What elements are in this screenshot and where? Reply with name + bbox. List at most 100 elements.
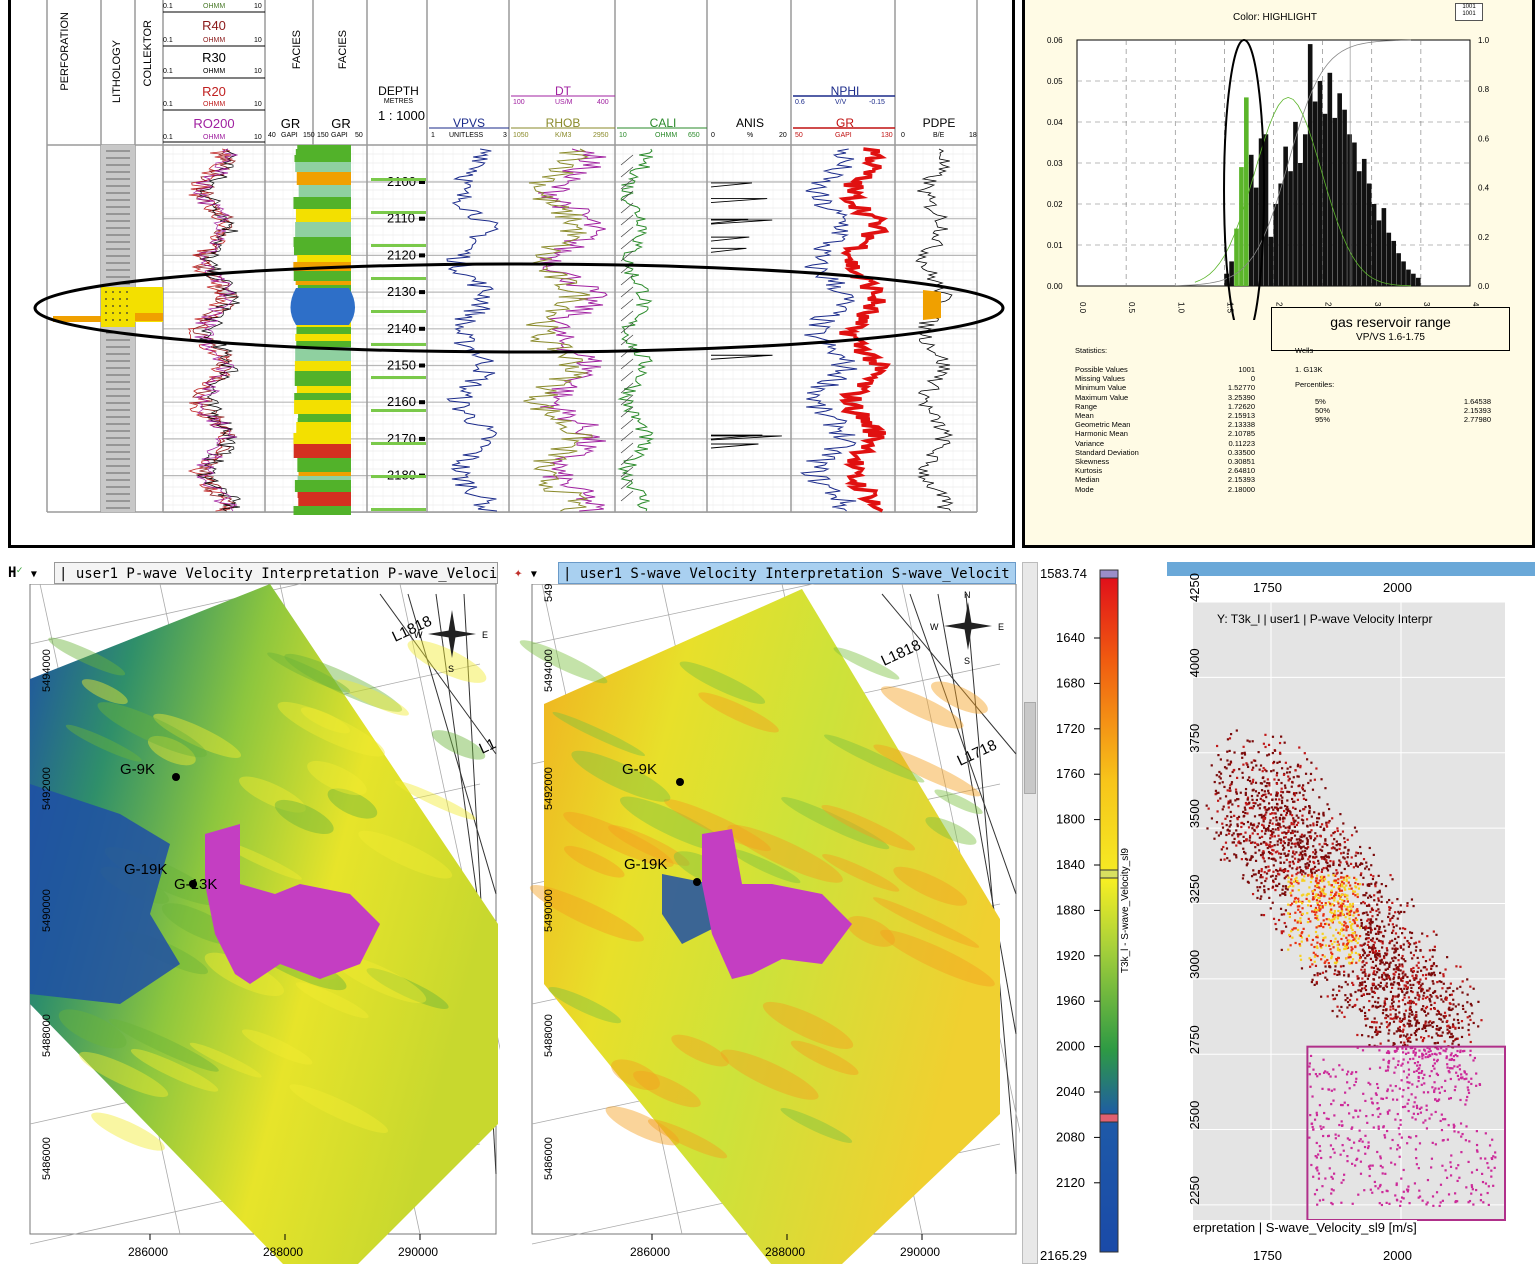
- surface-texture: [720, 1049, 819, 1100]
- anis-spike: [710, 435, 782, 441]
- scatter-point-selected: [1475, 1188, 1478, 1192]
- scatter-point: [1230, 782, 1233, 786]
- scatter-point: [1296, 798, 1299, 801]
- colorbar: 1640168017201760180018401880192019602000…: [1056, 569, 1119, 1253]
- scatter-point: [1450, 993, 1453, 996]
- scatter-point: [1469, 1018, 1472, 1022]
- scatter-point: [1365, 891, 1368, 895]
- hist-y-tick: 0.06: [1047, 36, 1063, 45]
- surface-texture: [267, 652, 351, 693]
- facies1-band: [295, 162, 333, 172]
- scatter-point: [1437, 1010, 1441, 1014]
- scatter-point: [1320, 901, 1323, 905]
- scatter-point: [1332, 914, 1336, 917]
- scatter-point: [1354, 936, 1357, 939]
- scatter-point: [1225, 823, 1228, 827]
- scatter-point: [1275, 816, 1278, 819]
- scatter-point: [1326, 958, 1329, 962]
- scatter-point: [1301, 854, 1304, 857]
- scatter-point: [1398, 1020, 1401, 1023]
- scatter-point: [1412, 1057, 1415, 1060]
- scatter-point: [1334, 874, 1337, 878]
- sand-dot: [112, 291, 114, 293]
- scatter-point: [1232, 841, 1235, 844]
- scatter-point: [1380, 931, 1383, 934]
- scatter-point: [1342, 851, 1345, 854]
- scatter-point: [1339, 897, 1342, 900]
- scatter-point-selected: [1449, 1161, 1452, 1164]
- scatter-point-selected: [1394, 1118, 1397, 1121]
- scatter-point: [1363, 902, 1366, 905]
- scatter-point: [1302, 794, 1305, 797]
- p-wave-tab-title-box[interactable]: | user1 P-wave Velocity Interpretation P…: [54, 562, 498, 584]
- scatter-point: [1297, 843, 1300, 846]
- s-wave-tab-title-box[interactable]: | user1 S-wave Velocity Interpretation S…: [558, 562, 1016, 584]
- scatter-point: [1327, 807, 1331, 811]
- corner-value-box[interactable]: 1001 1001: [1455, 3, 1483, 21]
- scatter-point: [1454, 1053, 1457, 1057]
- depth-tick-mark: [419, 180, 425, 184]
- scatter-point: [1308, 805, 1311, 808]
- scatter-point: [1269, 875, 1273, 878]
- scatter-point: [1281, 844, 1285, 847]
- scatter-point: [1267, 828, 1270, 831]
- scatter-point: [1383, 956, 1386, 960]
- scatter-point-selected: [1445, 1176, 1449, 1179]
- scatter-point: [1431, 964, 1434, 967]
- scatter-point-selected: [1319, 1149, 1322, 1152]
- scatter-point: [1276, 850, 1279, 853]
- stat-value: 2.18000: [1227, 484, 1255, 494]
- scatter-point: [1293, 853, 1296, 856]
- scatter-point: [1306, 921, 1309, 924]
- surface-texture: [873, 897, 980, 948]
- scrollbar-thumb[interactable]: [1024, 702, 1036, 794]
- dropdown-arrow-icon[interactable]: ▼: [30, 569, 37, 580]
- scatter-point: [1401, 963, 1404, 966]
- scatter-point: [1446, 1019, 1449, 1023]
- scatter-point: [1433, 1090, 1436, 1094]
- scatter-point: [1442, 973, 1445, 976]
- scatter-point: [1301, 902, 1304, 905]
- facies1-band: [295, 149, 333, 155]
- scatter-point: [1252, 766, 1255, 769]
- crossplot-tab-bar[interactable]: [1167, 562, 1535, 576]
- scatter-point: [1338, 971, 1341, 974]
- cali-hatch: [620, 154, 634, 166]
- s-wave-tab-bar[interactable]: ✦ ▼: [510, 562, 558, 584]
- scatter-point: [1407, 942, 1410, 945]
- scatter-point: [1403, 987, 1406, 990]
- facies1-band: [297, 255, 331, 262]
- compass-w: W: [930, 622, 939, 632]
- depth-green-bar: [371, 409, 426, 412]
- scatter-point: [1331, 842, 1334, 845]
- horizon-icon[interactable]: H: [8, 565, 17, 581]
- scatter-point: [1278, 882, 1281, 885]
- scatter-point: [1257, 822, 1260, 825]
- dropdown-arrow-icon-2[interactable]: ▼: [530, 569, 537, 580]
- scatter-point: [1336, 960, 1339, 963]
- cross-plot-icon[interactable]: ✦: [514, 565, 523, 581]
- scatter-point: [1450, 1033, 1453, 1036]
- compass-n: N: [964, 590, 971, 600]
- facies2-band: [329, 327, 351, 334]
- scatter-point: [1365, 926, 1369, 930]
- scatter-point: [1374, 987, 1377, 990]
- scatter-point: [1316, 946, 1319, 950]
- scatter-point: [1327, 821, 1330, 824]
- scatter-point-selected: [1347, 1070, 1350, 1073]
- surface-texture: [431, 730, 486, 760]
- scatter-point: [1252, 759, 1256, 762]
- scatter-point: [1394, 950, 1397, 953]
- scatter-point: [1380, 1022, 1383, 1025]
- scatter-point: [1236, 825, 1239, 828]
- scatter-point: [1347, 956, 1350, 959]
- scatter-point: [1356, 941, 1359, 945]
- res-min-4: 0.1: [163, 101, 173, 108]
- scatter-point-selected: [1414, 1148, 1418, 1151]
- p-wave-tab-bar[interactable]: H✓ ▼: [4, 562, 498, 584]
- scatter-point-selected: [1334, 1133, 1337, 1136]
- scatter-point: [1370, 946, 1373, 949]
